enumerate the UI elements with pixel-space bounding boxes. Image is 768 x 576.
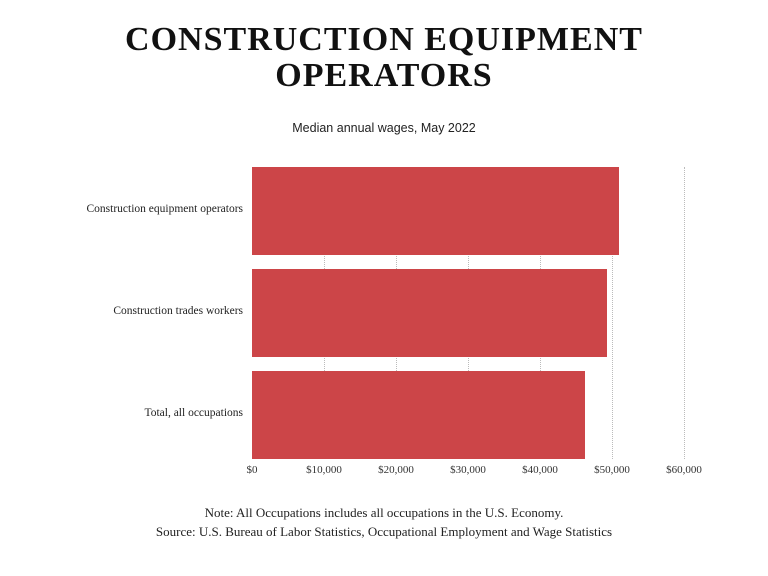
bar [252, 269, 607, 357]
source-note: Source: U.S. Bureau of Labor Statistics,… [155, 524, 613, 539]
category-label: Construction equipment operators [86, 203, 244, 215]
x-tick-label: $40,000 [522, 464, 558, 476]
category-label: Construction trades workers [113, 305, 243, 317]
gridline [684, 167, 685, 459]
x-tick-label: $0 [246, 464, 258, 476]
bar [252, 371, 586, 459]
gridline [612, 167, 613, 459]
x-tick-label: $50,000 [594, 464, 630, 476]
bar [252, 167, 620, 255]
x-tick-label: $10,000 [306, 464, 342, 476]
category-label: Total, all occupations [144, 407, 243, 419]
x-tick-label: $30,000 [450, 464, 486, 476]
chart-title: CONSTRUCTION EQUIPMENT OPERATORS [0, 22, 768, 94]
chart-subtitle: Median annual wages, May 2022 [292, 121, 476, 135]
x-tick-label: $60,000 [666, 464, 702, 476]
footnote: Note: All Occupations includes all occup… [204, 505, 564, 520]
title-line-1: CONSTRUCTION EQUIPMENT [125, 21, 643, 58]
title-line-2: OPERATORS [275, 57, 493, 94]
x-tick-label: $20,000 [378, 464, 414, 476]
